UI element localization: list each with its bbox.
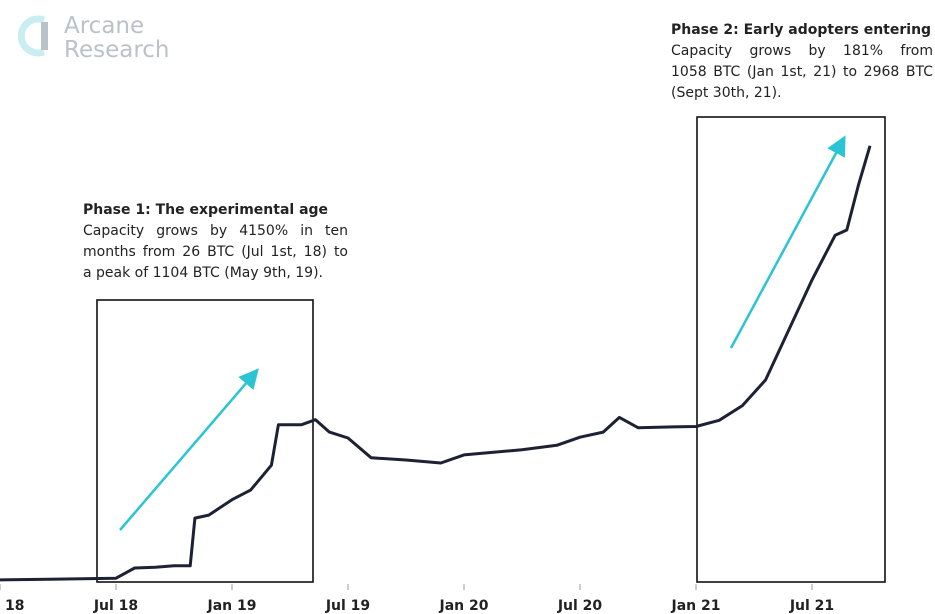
series-line (0, 145, 872, 582)
logo-icon (17, 15, 48, 57)
x-tick-label: Jul 20 (557, 598, 603, 614)
logo-text: Arcane (64, 13, 145, 39)
annotation-title: Phase 2: Early adopters entering (671, 22, 932, 38)
annotation-text: (Sept 30th, 21). (671, 85, 782, 101)
annotation-text: Capacity grows by 4150% in ten (83, 223, 348, 239)
annotation-text: 1058 BTC (Jan 1st, 21) to 2968 BTC (671, 64, 933, 80)
phase-box (96, 299, 314, 583)
annotation-text: Capacity grows by 181% from (671, 43, 933, 59)
x-tick-label: Jan 21 (671, 598, 721, 614)
annotation-text: a peak of 1104 BTC (May 9th, 19). (83, 265, 324, 281)
logo-text: Research (64, 37, 170, 63)
phase-box (696, 116, 886, 583)
annotation: Phase 1: The experimental age Capacity gr… (83, 200, 348, 284)
annotation-title: Phase 1: The experimental age (83, 202, 329, 218)
x-tick-label: Jan 18 (0, 598, 24, 614)
annotation: Phase 2: Early adopters entering Capacity… (671, 20, 933, 104)
x-tick-label: Jan 19 (207, 598, 257, 614)
x-tick-label: Jul 19 (325, 598, 370, 614)
arrow (729, 135, 846, 349)
x-tick-label: Jul 21 (789, 598, 834, 614)
arrow (119, 368, 259, 531)
x-tick-label: Jan 20 (439, 598, 489, 614)
annotation-text: months from 26 BTC (Jul 1st, 18) to (83, 244, 348, 260)
x-tick-label: Jul 18 (93, 598, 138, 614)
